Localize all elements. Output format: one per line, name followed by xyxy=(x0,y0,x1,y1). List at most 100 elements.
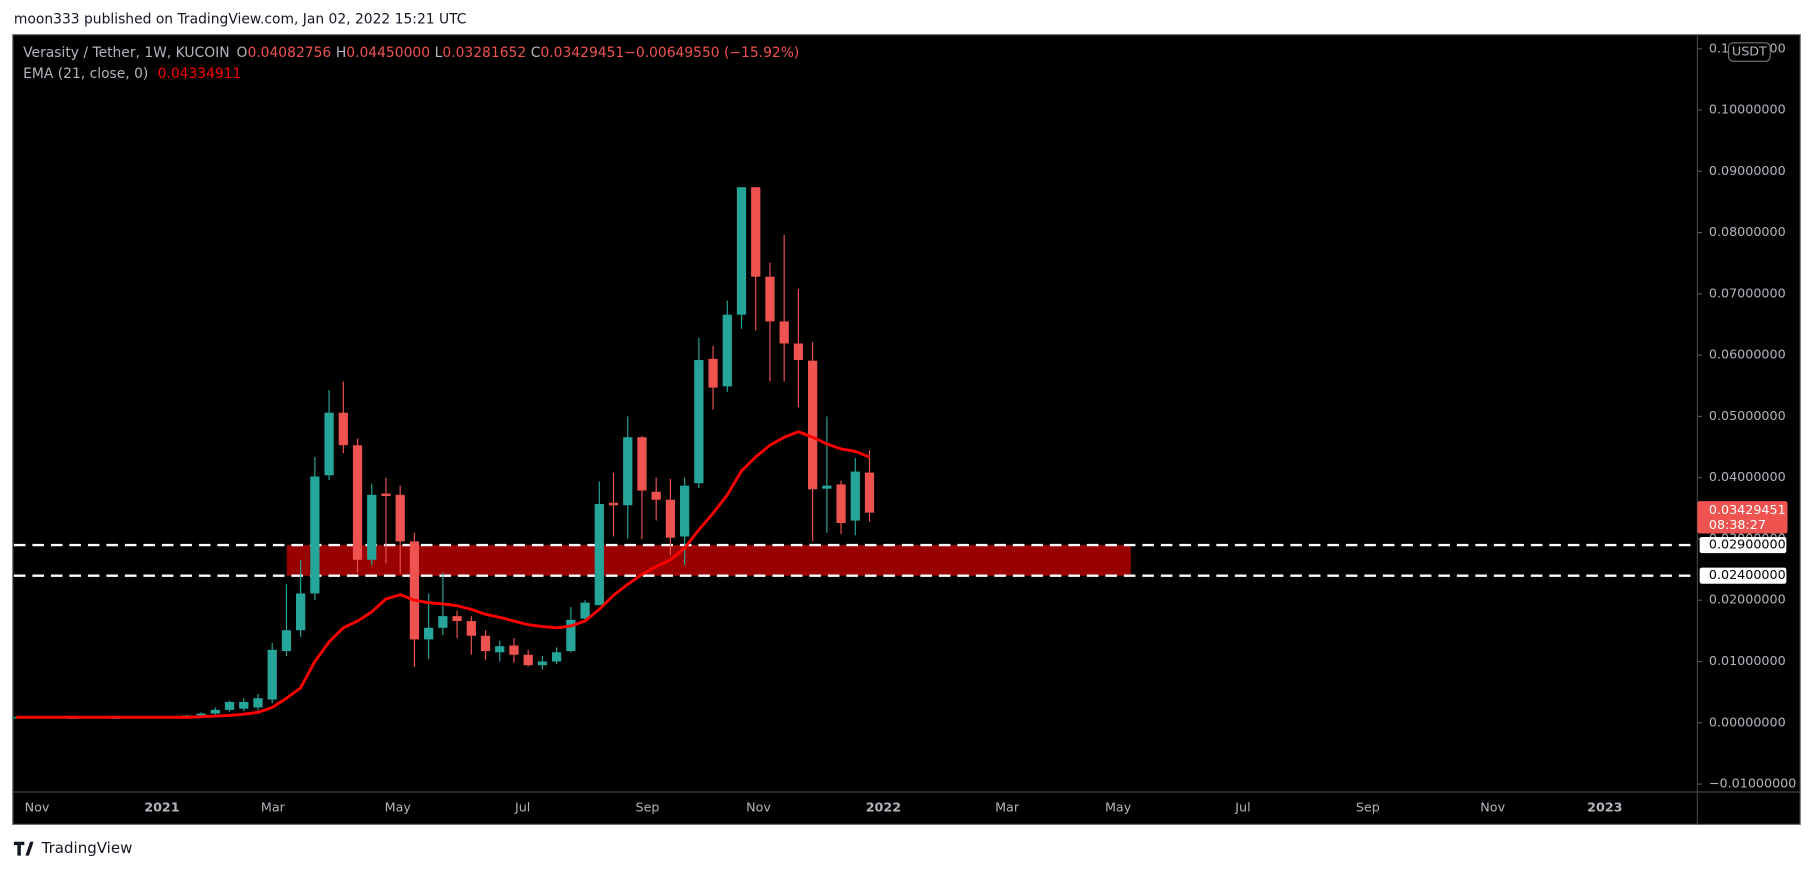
level-label-box xyxy=(1699,536,1787,554)
candle-body xyxy=(537,661,548,666)
candle-body xyxy=(694,360,704,484)
candle xyxy=(637,436,647,539)
candle-body xyxy=(623,437,633,506)
currency-button xyxy=(1727,42,1771,62)
x-tick-label: Jul xyxy=(1234,800,1250,815)
candle xyxy=(807,342,818,542)
candle-body xyxy=(708,358,718,388)
candle xyxy=(680,477,690,566)
candle xyxy=(751,187,761,331)
candle xyxy=(381,477,391,564)
x-tick-label: Nov xyxy=(746,800,771,815)
candle-body xyxy=(552,652,562,662)
candle xyxy=(509,638,519,663)
footer-brand: TradingView xyxy=(41,839,133,857)
candle-body xyxy=(495,646,505,653)
y-tick-label: 0.04000000 xyxy=(1709,469,1786,484)
symbol-name: Verasity / Tether, 1W, KUCOIN xyxy=(23,45,229,61)
candle xyxy=(608,472,619,537)
legend-key: C xyxy=(531,45,541,61)
candle xyxy=(367,483,377,566)
candle xyxy=(267,643,277,704)
candle-body xyxy=(196,713,206,716)
publish-header: moon333 published on TradingView.com, Ja… xyxy=(14,12,467,28)
candle-body xyxy=(424,627,434,640)
candle-body xyxy=(338,412,348,446)
candle-body xyxy=(224,701,235,710)
candle-body xyxy=(836,484,846,524)
candle-body xyxy=(580,602,590,619)
last-price-label: 0.03429451 xyxy=(1709,502,1786,517)
candle xyxy=(281,584,292,656)
candle-body xyxy=(324,412,334,476)
countdown: 08:38:27 xyxy=(1709,517,1766,532)
candle-body xyxy=(765,276,775,322)
candle-body xyxy=(466,621,476,636)
candle-body xyxy=(381,493,391,497)
candle xyxy=(239,698,249,712)
candle-body xyxy=(281,630,292,652)
candle xyxy=(694,337,704,489)
candle xyxy=(708,345,718,410)
legend-value: 0.03429451 xyxy=(540,45,624,61)
y-tick-label: 0.02000000 xyxy=(1709,592,1786,607)
candle-body xyxy=(409,541,420,640)
last-price-box xyxy=(1697,501,1788,534)
candle-body xyxy=(594,504,604,606)
y-tick-label: 0.10000000 xyxy=(1709,102,1786,117)
candle-body xyxy=(296,593,306,631)
candle-body xyxy=(566,619,576,652)
candle xyxy=(352,438,363,573)
candle-body xyxy=(267,649,277,700)
candle xyxy=(665,478,676,555)
candle-body xyxy=(509,645,519,655)
candle-body xyxy=(523,654,533,666)
candle xyxy=(566,606,576,653)
candle xyxy=(210,707,220,715)
level-label-box xyxy=(1699,567,1787,584)
x-tick-label: Mar xyxy=(261,800,286,815)
candle xyxy=(722,300,732,392)
chart-frame xyxy=(12,34,1801,825)
level-label: 0.02400000 xyxy=(1709,567,1786,582)
candle xyxy=(793,288,804,408)
candle xyxy=(495,640,505,662)
candle xyxy=(850,458,860,536)
candle-body xyxy=(210,709,220,714)
candle xyxy=(836,480,846,535)
legend-value: 0.04082756 xyxy=(247,45,331,61)
candle-body xyxy=(438,616,448,628)
candle xyxy=(594,481,604,606)
candle-body xyxy=(822,485,832,489)
candle-body xyxy=(793,343,804,361)
candle xyxy=(324,390,334,481)
y-tick-label: 0.00000000 xyxy=(1709,714,1786,729)
y-tick-label: 0.06000000 xyxy=(1709,347,1786,362)
candle-body xyxy=(239,701,249,709)
candle-body xyxy=(850,471,860,521)
candle xyxy=(338,381,348,454)
legend-key: O xyxy=(237,45,248,61)
candle xyxy=(651,477,661,521)
x-tick-label: May xyxy=(385,800,412,815)
y-tick-label: 0.07000000 xyxy=(1709,285,1786,300)
candle-body xyxy=(722,314,732,387)
footer-logo xyxy=(13,841,38,856)
candle xyxy=(779,235,789,382)
x-tick-label: Sep xyxy=(1356,800,1380,815)
legend-key: L xyxy=(435,45,443,61)
legend-row: Verasity / Tether, 1W, KUCOIN O0.04082756… xyxy=(23,45,799,61)
candle xyxy=(296,559,306,637)
x-tick-label: 2021 xyxy=(144,800,179,815)
support-zone xyxy=(286,545,1131,576)
candle xyxy=(480,630,491,661)
legend-value: 0.04450000 xyxy=(346,45,430,61)
candle-body xyxy=(253,698,263,708)
candle-body xyxy=(779,321,789,344)
x-tick-label: Sep xyxy=(636,800,660,815)
candle xyxy=(580,600,590,622)
y-tick-label: 0.08000000 xyxy=(1709,224,1786,239)
candle-body xyxy=(807,360,818,490)
candle xyxy=(253,693,263,711)
